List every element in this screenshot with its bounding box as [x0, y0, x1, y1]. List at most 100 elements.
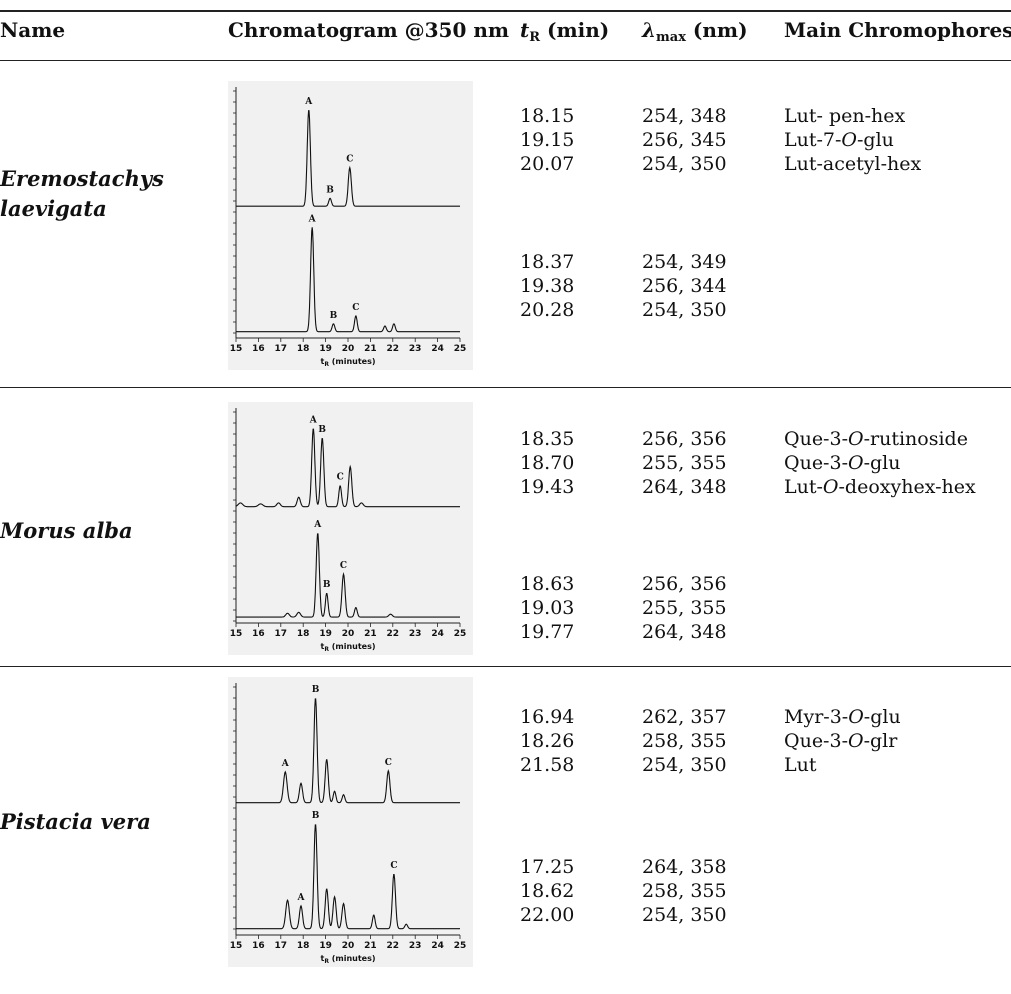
x-tick-label: 21 [364, 629, 377, 639]
chromophores-pistacia: Myr-3-O-glu Que-3-O-glr Lut [784, 705, 901, 777]
x-axis-label: tR (minutes) [320, 642, 375, 653]
peak-label: C [390, 861, 397, 871]
tr-value: 19.77 [520, 621, 575, 643]
peak-label: C [340, 561, 347, 571]
lambda-value: 264, 348 [642, 621, 727, 643]
tr-top-eremostachys: 18.15 19.15 20.07 [520, 104, 574, 176]
lambda-value: 256, 356 [642, 428, 727, 450]
x-tick-label: 17 [275, 941, 288, 951]
x-tick-label: 19 [319, 941, 332, 951]
peak-label: B [312, 811, 320, 821]
peak-label: C [337, 473, 344, 483]
tr-value: 18.70 [520, 452, 575, 474]
chromatogram-trace [235, 428, 460, 508]
lambda-value: 256, 345 [642, 129, 727, 151]
header-chromophores: Main Chromophores [784, 18, 1011, 42]
chromophores-eremostachys: Lut- pen-hex Lut-7-O-glu Lut-acetyl-hex [784, 104, 921, 176]
chromophore-item: Myr-3-O-glu [784, 706, 901, 728]
tr-value: 16.94 [520, 706, 575, 728]
lambda-bottom-pistacia: 264, 358 258, 355 254, 350 [642, 855, 727, 927]
chromophores-morus: Que-3-O-rutinoside Que-3-O-glu Lut-O-deo… [784, 427, 976, 499]
x-tick-label: 16 [252, 344, 265, 354]
lambda-value: 264, 348 [642, 476, 727, 498]
peak-label: B [318, 425, 326, 435]
tr-subscript: R [529, 30, 541, 45]
peak-label: C [385, 758, 392, 768]
chromophore-item: Lut-acetyl-hex [784, 153, 922, 175]
lambda-value: 254, 350 [642, 754, 727, 776]
lambda-value: 256, 344 [642, 275, 727, 297]
x-tick-label: 22 [387, 941, 400, 951]
tr-bottom-eremostachys: 18.37 19.38 20.28 [520, 250, 574, 322]
chromatogram-trace [236, 698, 460, 804]
x-tick-label: 16 [252, 629, 265, 639]
peak-label: B [323, 580, 331, 590]
peak-label: A [296, 893, 305, 903]
chromophore-item: Que-3-O-glu [784, 452, 901, 474]
x-tick-label: 23 [409, 941, 422, 951]
tr-symbol: t [520, 18, 530, 42]
tr-value: 17.25 [520, 856, 575, 878]
lambda-value: 264, 358 [642, 856, 727, 878]
peak-label: C [346, 155, 353, 165]
tr-bottom-morus: 18.63 19.03 19.77 [520, 572, 574, 644]
lambda-value: 262, 357 [642, 706, 727, 728]
x-tick-label: 21 [364, 941, 377, 951]
x-tick-label: 22 [387, 344, 400, 354]
x-tick-label: 19 [319, 629, 332, 639]
header-rule [0, 60, 1011, 61]
lambda-value: 254, 350 [642, 299, 727, 321]
x-tick-label: 17 [275, 629, 288, 639]
lambda-symbol: λ [642, 18, 657, 42]
x-tick-label: 22 [387, 629, 400, 639]
table-top-rule [0, 10, 1011, 12]
lambda-value: 258, 355 [642, 730, 727, 752]
chromatogram-trace [236, 227, 460, 333]
lambda-unit: (nm) [685, 18, 748, 42]
chromatogram-eremostachys: 15 16 17 18 19 20 21 22 23 24 25 tR (minutes) A B C A B C [228, 81, 473, 370]
header-name: Name [0, 18, 66, 42]
x-tick-label: 21 [364, 344, 377, 354]
chromophore-item: Lut-O-deoxyhex-hex [784, 476, 976, 498]
lambda-value: 255, 355 [642, 452, 727, 474]
chromophore-item: Que-3-O-glr [784, 730, 898, 752]
lambda-subscript: max [656, 30, 686, 45]
tr-bottom-pistacia: 17.25 18.62 22.00 [520, 855, 574, 927]
row-separator-1 [0, 387, 1011, 388]
tr-value: 19.38 [520, 275, 575, 297]
tr-value: 20.07 [520, 153, 575, 175]
species-name-eremostachys: Eremostachys laevigata [0, 166, 164, 221]
tr-value: 21.58 [520, 754, 575, 776]
tr-value: 18.62 [520, 880, 575, 902]
lambda-value: 258, 355 [642, 880, 727, 902]
lambda-top-eremostachys: 254, 348 256, 345 254, 350 [642, 104, 727, 176]
lambda-value: 254, 350 [642, 153, 727, 175]
tr-top-pistacia: 16.94 18.26 21.58 [520, 705, 574, 777]
peak-label: A [313, 520, 322, 530]
x-axis-label: tR (minutes) [320, 954, 375, 965]
chromatogram-trace [236, 533, 460, 618]
tr-value: 19.03 [520, 597, 575, 619]
peak-label: A [309, 415, 318, 425]
x-tick-label: 18 [297, 344, 310, 354]
x-tick-label: 20 [342, 629, 355, 639]
tr-value: 22.00 [520, 904, 575, 926]
lambda-value: 254, 350 [642, 904, 727, 926]
header-retention-time: tR (min) [520, 18, 609, 45]
x-tick-label: 25 [454, 941, 467, 951]
x-tick-label: 25 [454, 629, 467, 639]
x-tick-label: 20 [342, 941, 355, 951]
x-tick-label: 24 [431, 344, 444, 354]
lambda-value: 255, 355 [642, 597, 727, 619]
species-name-pistacia: Pistacia vera [0, 809, 151, 834]
peak-label: B [326, 185, 334, 195]
tr-value: 18.63 [520, 573, 575, 595]
tr-value: 18.35 [520, 428, 575, 450]
tr-unit: (min) [540, 18, 610, 42]
chromatogram-pistacia: 15 16 17 18 19 20 21 22 23 24 25 tR (minutes) A B C A B C [228, 677, 473, 967]
x-tick-label: 15 [230, 629, 243, 639]
species-name-morus: Morus alba [0, 518, 133, 543]
tr-value: 20.28 [520, 299, 575, 321]
x-tick-label: 24 [431, 941, 444, 951]
chromophore-item: Lut- pen-hex [784, 105, 906, 127]
